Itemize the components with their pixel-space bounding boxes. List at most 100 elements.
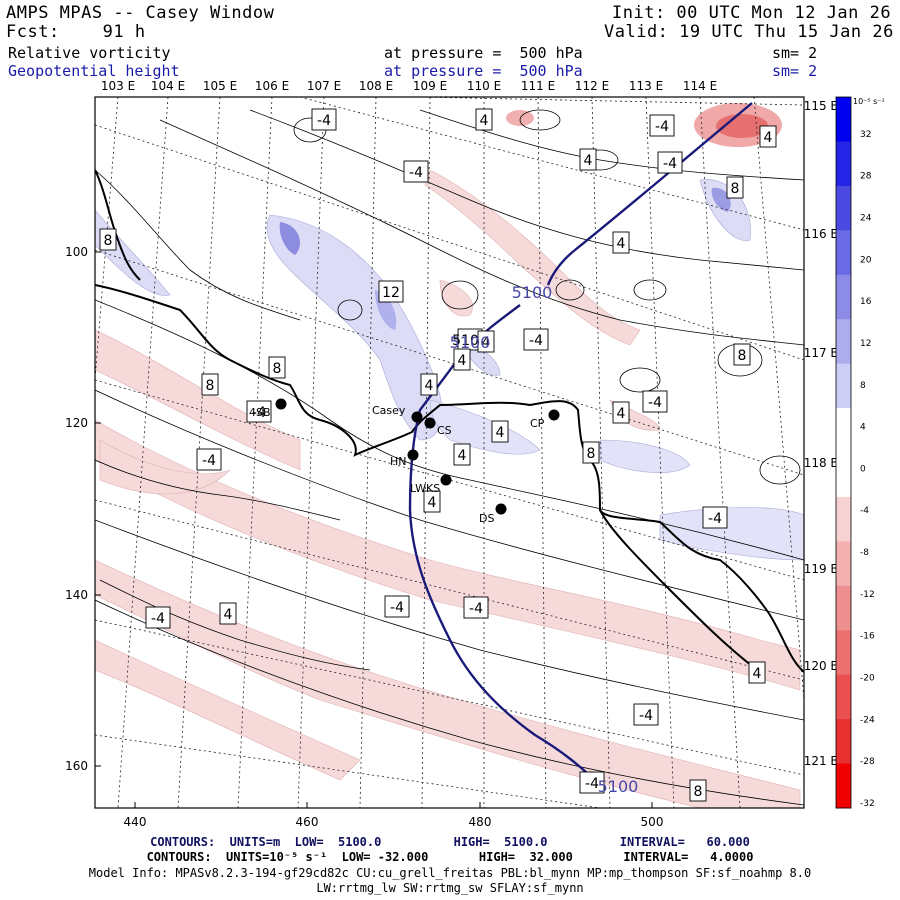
colorbar-segment xyxy=(836,408,851,453)
right-edge-label: 121 E xyxy=(804,754,838,768)
footer-model-info: Model Info: MPASv8.2.3-194-gf29cd82c CU:… xyxy=(88,866,812,880)
contour-label-box xyxy=(633,703,659,726)
right-edge-labels: 115 E 116 E 117 E 118 E 119 E 120 E 121 E xyxy=(804,99,838,768)
colorbar-segment xyxy=(836,719,851,765)
valid-time: Valid: 19 UTC Thu 15 Jan 26 xyxy=(604,22,894,42)
colorbar-segment xyxy=(836,230,851,276)
colorbar-label: -28 xyxy=(860,757,875,767)
contour-label-box xyxy=(420,373,438,396)
station-marker xyxy=(411,411,423,423)
colorbar-label: 32 xyxy=(860,130,871,140)
station-label: LWKS xyxy=(410,482,440,495)
contour-label-box xyxy=(748,661,766,684)
colorbar-label: 24 xyxy=(860,213,872,223)
vorticity-contour-label: -4 xyxy=(202,453,216,469)
station-marker xyxy=(440,474,452,486)
y-tick-label: 120 xyxy=(65,416,88,430)
longitude-label: 108 E xyxy=(359,79,393,93)
contour-label-box xyxy=(378,280,404,303)
vorticity-contour-label: 8 xyxy=(206,378,215,394)
vorticity-contour-label: -4 xyxy=(529,333,543,349)
contour-label-box xyxy=(642,390,668,413)
longitude-label: 110 E xyxy=(467,79,501,93)
contour-label-box xyxy=(579,771,605,794)
vorticity-contour-label: 4 xyxy=(458,353,467,369)
vorticity-contour-label: -4 xyxy=(585,776,599,792)
vorticity-contour-label: 12 xyxy=(382,285,400,301)
contour-label-box xyxy=(491,420,509,443)
contour-label-box xyxy=(246,400,272,423)
vorticity-contour-label: 8 xyxy=(738,348,747,364)
contour-label-box xyxy=(523,328,549,351)
y-tick-label: 100 xyxy=(65,245,88,259)
contour-label-box xyxy=(384,595,410,618)
contour-label-box xyxy=(612,231,630,254)
colorbar-label: 8 xyxy=(860,381,866,391)
station-label: CP xyxy=(530,417,545,430)
coastline xyxy=(95,169,804,673)
footer-height-contours: CONTOURS: UNITS=m LOW= 5100.0 HIGH= 5100… xyxy=(150,835,750,849)
station-label: 4SB xyxy=(249,406,271,419)
right-edge-label: 119 E xyxy=(804,562,838,576)
vorticity-contour-label: 4 xyxy=(224,607,233,623)
vorticity-contour-label: 4 xyxy=(753,666,762,682)
contour-label-box xyxy=(219,602,237,625)
contour-label-box xyxy=(649,114,675,137)
contour-label-box xyxy=(733,343,751,366)
vorticity-contour-label: 4 xyxy=(584,153,593,169)
vorticity-contour-label: 8 xyxy=(273,361,282,377)
contour-label-box xyxy=(311,108,337,131)
contour-label-box xyxy=(453,443,471,466)
station-marker xyxy=(548,409,560,421)
longitude-label: 104 E xyxy=(151,79,185,93)
station-marker xyxy=(424,417,436,429)
y-tick-labels: 100 120 140 160 xyxy=(65,245,101,773)
station-label: CS xyxy=(437,424,452,437)
contour-label-box xyxy=(463,596,489,619)
vorticity-contour-label: 4 xyxy=(617,236,626,252)
colorbar-frame xyxy=(835,96,852,809)
footer-vorticity-contours: CONTOURS: UNITS=10⁻⁵ s⁻¹ LOW= -32.000 HI… xyxy=(146,850,754,864)
colorbar-label: -4 xyxy=(860,506,869,516)
vorticity-contour-label: -4 xyxy=(655,119,669,135)
colorbar-label: 16 xyxy=(860,297,872,307)
colorbar-label: -24 xyxy=(860,715,875,725)
vorticity-contour-label: 8 xyxy=(731,181,740,197)
vorticity-contour-label: 4 xyxy=(428,495,437,511)
contour-label-box xyxy=(726,176,744,199)
longitude-label: 107 E xyxy=(307,79,341,93)
colorbar-segment xyxy=(836,630,851,676)
colorbar-label: -32 xyxy=(860,799,875,809)
longitude-label: 111 E xyxy=(521,79,555,93)
longitude-label: 113 E xyxy=(629,79,663,93)
station-marker xyxy=(275,398,287,410)
colorbar: 10⁻⁵ s⁻¹ 32 28 24 20 16 12 8 4 0 -4 -8 -12 -16 -20 -24 -… xyxy=(835,96,885,809)
vorticity-contour-label: 4 xyxy=(496,425,505,441)
contour-label-box xyxy=(759,125,777,148)
colorbar-unit: 10⁻⁵ s⁻¹ xyxy=(853,97,885,106)
contour-label-box xyxy=(582,441,600,464)
colorbar-segment xyxy=(836,585,851,631)
negative-vorticity-shading xyxy=(95,169,801,808)
field2-name: Geopotential height xyxy=(8,62,180,80)
right-edge-label: 118 E xyxy=(804,456,838,470)
vorticity-contour-label: 4 xyxy=(764,130,773,146)
field1-level: at pressure = 500 hPa xyxy=(384,44,583,62)
station-marker xyxy=(495,503,507,515)
x-tick-label: 500 xyxy=(641,815,664,829)
colorbar-segment xyxy=(836,274,851,320)
colorbar-label: -20 xyxy=(860,674,875,684)
forecast-hour: Fcst: 91 h xyxy=(6,22,146,42)
contour-label-box xyxy=(403,160,429,183)
vorticity-contour-label: 4 xyxy=(425,378,434,394)
longitude-label: 106 E xyxy=(255,79,289,93)
contour-label-box xyxy=(201,373,219,396)
field2-smooth: sm= 2 xyxy=(772,62,818,80)
height-contour-label: 5100 xyxy=(450,333,491,352)
colorbar-segment xyxy=(836,763,851,809)
stations-layer: Casey CS HN LWKS DS CP 4SB xyxy=(249,398,560,525)
colorbar-label: 20 xyxy=(860,255,872,265)
right-edge-label: 115 E xyxy=(804,99,838,113)
